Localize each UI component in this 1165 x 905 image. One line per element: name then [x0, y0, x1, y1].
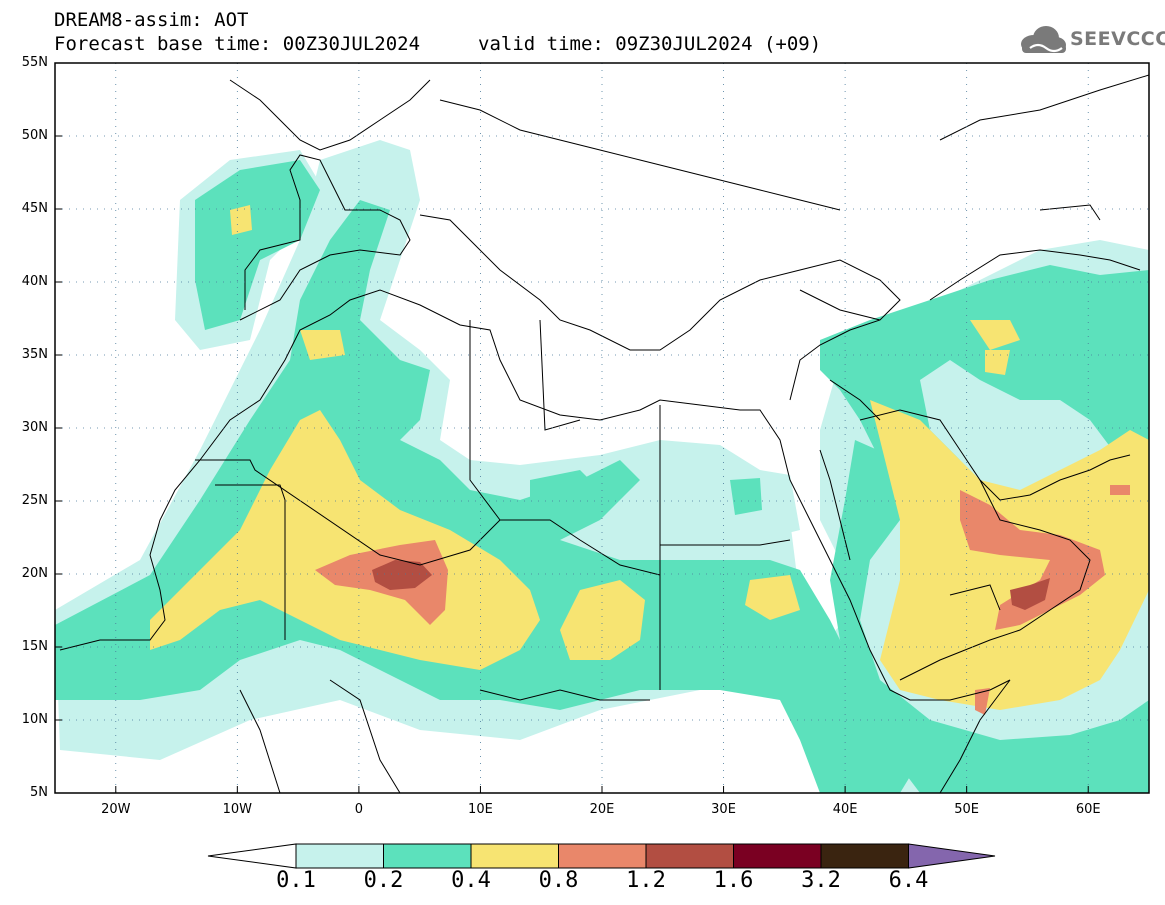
colorbar-segment — [733, 843, 822, 869]
cloud-logo-icon — [1021, 26, 1066, 53]
lat-label: 45N — [21, 201, 48, 216]
lon-label: 30E — [711, 802, 736, 817]
lon-label: 40E — [832, 802, 858, 817]
colorbar-label: 6.4 — [888, 868, 929, 893]
colorbar-low-triangle — [207, 843, 297, 869]
lon-label: 0 — [354, 802, 364, 817]
map-grid — [55, 63, 1149, 793]
lat-label: 5N — [30, 785, 48, 800]
lat-label: 20N — [21, 566, 48, 581]
colorbar-label: 0.1 — [276, 868, 316, 893]
colorbar-segment — [470, 843, 559, 869]
lat-label: 30N — [21, 420, 48, 435]
lon-label: 50E — [954, 802, 980, 817]
colorbar-label: 0.4 — [451, 868, 491, 893]
lon-label: 10W — [222, 802, 253, 817]
lat-label: 40N — [21, 274, 48, 289]
colorbar-label: 0.2 — [363, 868, 404, 893]
lon-label: 10E — [468, 802, 493, 817]
lat-label: 55N — [21, 55, 48, 70]
colorbar-label: 1.2 — [626, 868, 666, 893]
lon-label: 60E — [1075, 802, 1101, 817]
aot-band-1.2 — [372, 560, 1050, 610]
colorbar-segment — [558, 843, 647, 869]
lat-label: 10N — [21, 712, 48, 727]
lon-label: 20W — [101, 802, 131, 817]
lon-label: 20E — [589, 802, 615, 817]
valid-time: valid time: 09Z30JUL2024 (+09) — [478, 33, 822, 55]
lat-label: 35N — [21, 347, 48, 362]
lat-label: 15N — [21, 639, 48, 654]
colorbar-segment — [295, 843, 384, 869]
forecast-base-time: Forecast base time: 00Z30JUL2024 — [54, 33, 421, 55]
colorbar-label: 1.6 — [713, 868, 754, 893]
colorbar-label: 0.8 — [538, 868, 579, 893]
seevccc-logo: SEEVCCC — [1016, 22, 1165, 58]
coastlines — [59, 74, 1149, 793]
aot-field — [55, 140, 1149, 793]
colorbar-segment — [645, 843, 734, 869]
colorbar-high-triangle — [908, 843, 996, 869]
map-title: DREAM8-assim: AOT — [54, 9, 249, 31]
lat-label: 25N — [21, 493, 48, 508]
lat-label: 50N — [21, 128, 48, 143]
colorbar-label: 3.2 — [801, 868, 841, 893]
colorbar-segment — [820, 843, 909, 869]
colorbar-segment — [383, 843, 472, 869]
colorbar — [207, 843, 996, 869]
logo-text: SEEVCCC — [1070, 28, 1165, 50]
